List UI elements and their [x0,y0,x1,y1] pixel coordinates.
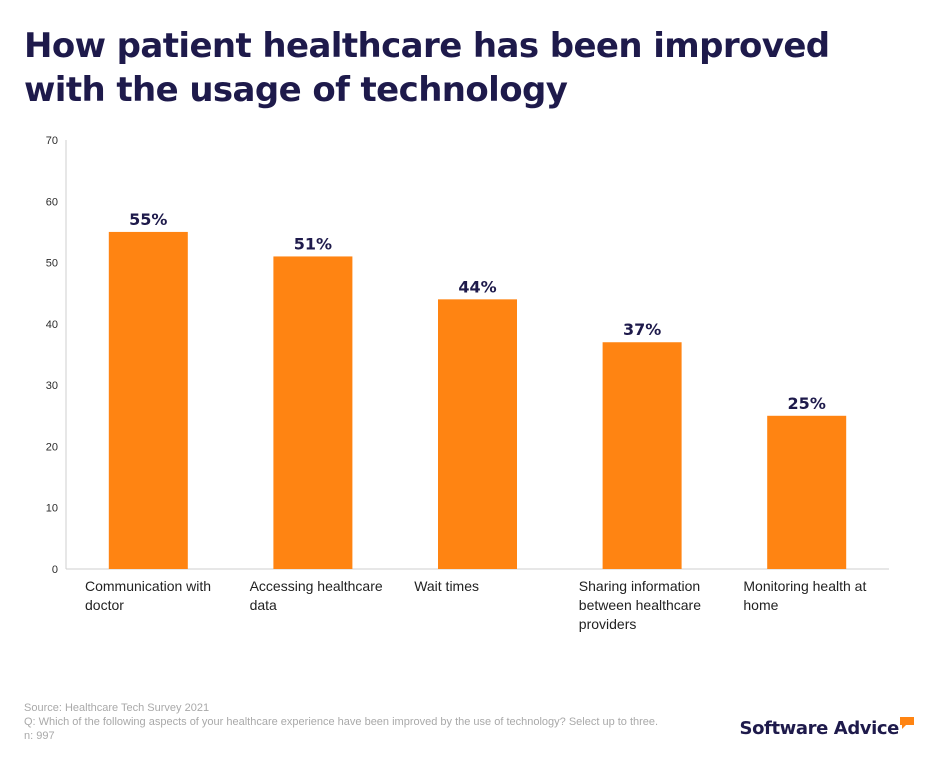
y-tick-label: 30 [46,380,58,392]
y-tick-label: 40 [46,319,58,331]
software-advice-logo: Software Advice [739,717,914,739]
bar [438,299,517,569]
bar [767,415,847,569]
bar-value-label: 44% [458,277,496,296]
y-tick-label: 70 [46,135,58,147]
brand-name: Software Advice [739,718,900,739]
x-category-label: Communication with doctor [85,578,212,613]
x-category-label: Sharing information between healthcare p… [578,578,701,632]
speech-bubble-icon [900,717,914,729]
x-category-label: Wait times [414,578,480,594]
footer-notes: Source: Healthcare Tech Survey 2021 Q: W… [24,701,658,743]
bar-value-label: 55% [129,210,167,229]
x-category-label: Monitoring health at home [743,578,867,613]
bar-value-label: 25% [788,394,826,413]
bar-chart: 0 10 20 30 40 50 60 70 55% 51% 44% 37% 25% [46,135,889,576]
x-category-label: Accessing healthcare data [249,578,383,613]
y-tick-label: 20 [46,441,58,453]
y-tick-label: 50 [46,258,58,270]
bar-value-label: 37% [623,320,661,339]
bar [602,342,682,569]
y-tick-label: 60 [46,196,58,208]
bar [108,231,188,569]
chart-title: How patient healthcare has been improved… [24,26,830,110]
bar-value-label: 51% [294,234,332,253]
sample-size-note: n: 997 [24,730,55,742]
y-tick-label: 0 [52,564,58,576]
question-note: Q: Which of the following aspects of you… [24,716,659,728]
bar [273,256,353,569]
y-tick-label: 10 [46,503,58,515]
source-note: Source: Healthcare Tech Survey 2021 [24,702,210,714]
